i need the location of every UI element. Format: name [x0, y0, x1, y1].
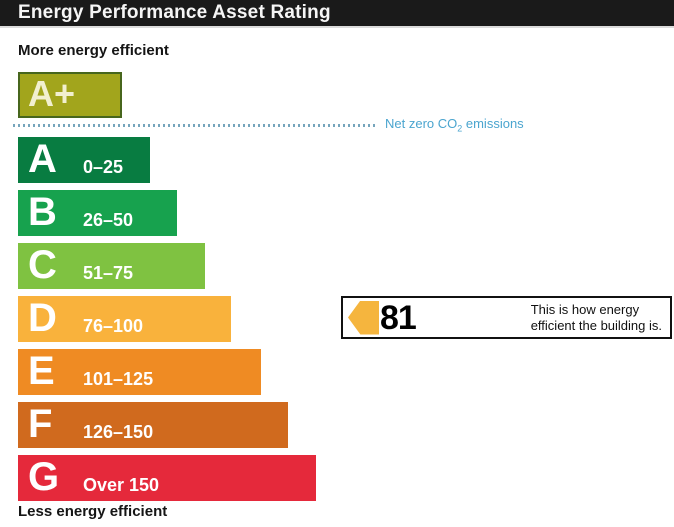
rating-indicator: 81 This is how energy efficient the buil…: [341, 296, 672, 339]
band-letter: B: [28, 190, 57, 235]
band-letter: F: [28, 402, 53, 447]
band-G: G Over 150: [18, 455, 316, 501]
rating-note-line1: This is how energy: [530, 301, 640, 317]
band-B: B 26–50: [18, 190, 177, 236]
band-range-label: 76–100: [83, 316, 144, 336]
band-range-label: Over 150: [83, 475, 160, 495]
band-letter: D: [28, 296, 57, 341]
band-range-label: 26–50: [83, 210, 134, 230]
rating-value: 81: [380, 298, 417, 337]
net-zero-subscript: 2: [457, 123, 463, 134]
band-range-label: 51–75: [83, 263, 134, 283]
net-zero-dotted-line: [13, 124, 375, 127]
band-range-label: 126–150: [83, 422, 154, 442]
rating-arrow-icon: [348, 300, 379, 335]
band-letter: A+: [28, 73, 76, 114]
band-range-label: 0–25: [83, 157, 124, 177]
rating-note: This is how energy efficient the buildin…: [531, 302, 670, 334]
net-zero-label: Net zero CO2 emissions: [385, 116, 524, 134]
less-efficient-label: Less energy efficient: [18, 503, 168, 520]
band-letter: C: [28, 243, 57, 288]
rating-note-line2: efficient the building is.: [530, 317, 662, 333]
net-zero-text: Net zero CO: [385, 116, 458, 131]
band-a-plus: A+: [18, 72, 122, 118]
band-letter: E: [28, 349, 55, 394]
more-efficient-label: More energy efficient: [18, 42, 169, 59]
band-F: F 126–150: [18, 402, 288, 448]
band-letter: G: [28, 455, 60, 500]
band-A: A 0–25: [18, 137, 150, 183]
band-range-label: 101–125: [83, 369, 154, 389]
page-title: Energy Performance Asset Rating: [18, 2, 331, 23]
net-zero-text-suffix: emissions: [462, 116, 524, 131]
band-letter: A: [28, 137, 57, 182]
band-E: E 101–125: [18, 349, 261, 395]
title-bar: Energy Performance Asset Rating: [0, 0, 674, 28]
band-C: C 51–75: [18, 243, 205, 289]
band-D: D 76–100: [18, 296, 231, 342]
